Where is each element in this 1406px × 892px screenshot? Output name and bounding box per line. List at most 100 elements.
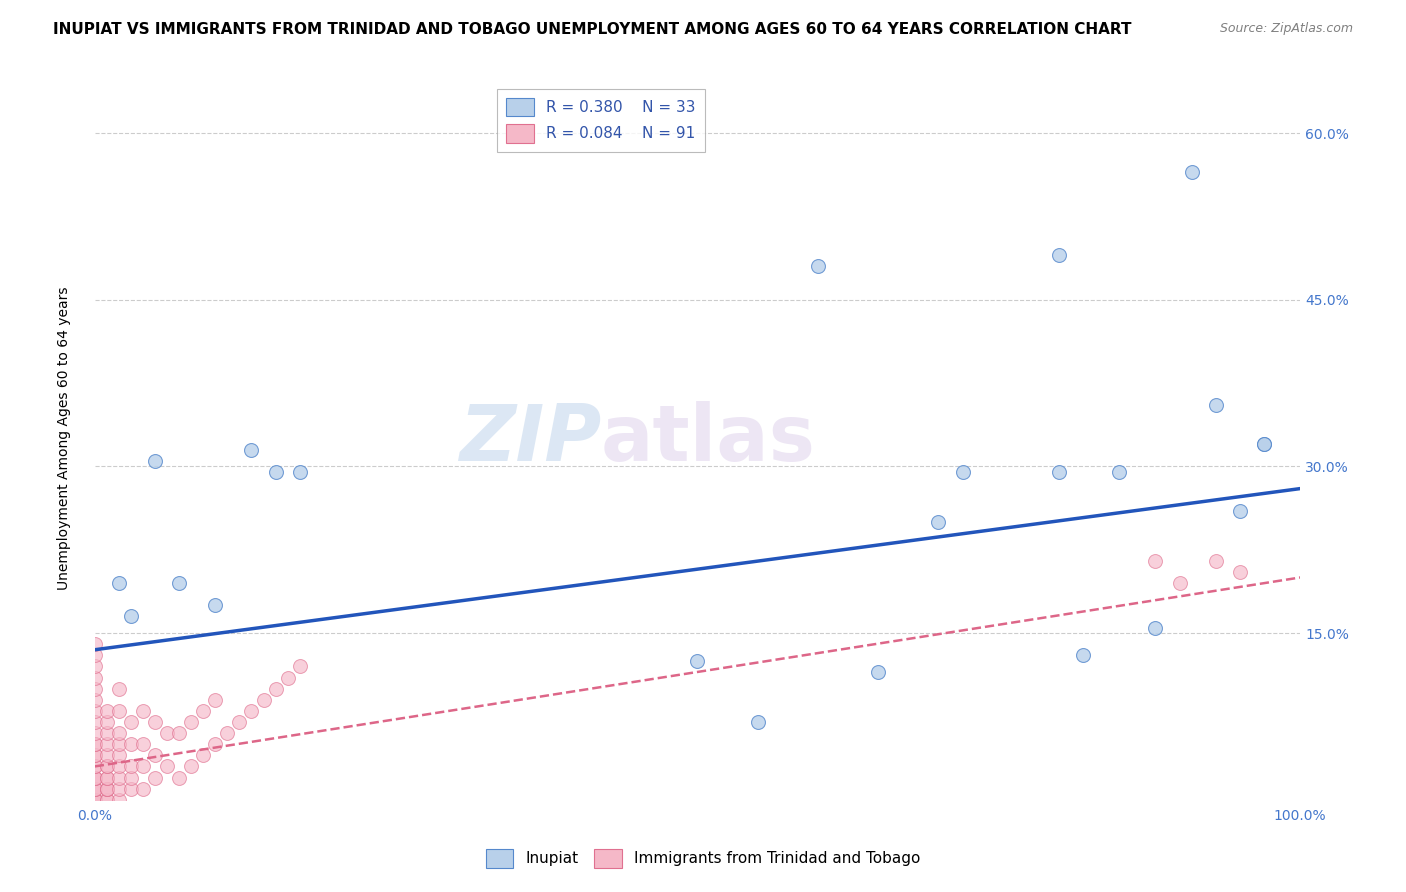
Point bbox=[132, 781, 155, 796]
Point bbox=[120, 781, 142, 796]
Point bbox=[108, 781, 131, 796]
Point bbox=[83, 793, 105, 807]
Point bbox=[120, 609, 142, 624]
Point bbox=[120, 759, 142, 773]
Point bbox=[167, 771, 190, 785]
Point bbox=[96, 714, 118, 729]
Point bbox=[83, 704, 105, 718]
Point bbox=[108, 793, 131, 807]
Point bbox=[288, 659, 311, 673]
Point bbox=[204, 737, 226, 751]
Point bbox=[83, 714, 105, 729]
Point bbox=[1205, 554, 1227, 568]
Point bbox=[1229, 504, 1251, 518]
Point bbox=[143, 714, 166, 729]
Point bbox=[83, 737, 105, 751]
Y-axis label: Unemployment Among Ages 60 to 64 years: Unemployment Among Ages 60 to 64 years bbox=[58, 287, 72, 591]
Point bbox=[1253, 437, 1275, 451]
Point bbox=[83, 771, 105, 785]
Point bbox=[156, 759, 179, 773]
Point bbox=[240, 442, 263, 457]
Point bbox=[96, 781, 118, 796]
Point bbox=[288, 465, 311, 479]
Point bbox=[83, 681, 105, 696]
Point bbox=[120, 737, 142, 751]
Point bbox=[1144, 620, 1167, 634]
Point bbox=[952, 465, 974, 479]
Point bbox=[143, 771, 166, 785]
Point bbox=[83, 637, 105, 651]
Point bbox=[180, 714, 202, 729]
Point bbox=[83, 793, 105, 807]
Point bbox=[108, 748, 131, 763]
Point bbox=[1108, 465, 1130, 479]
Point bbox=[96, 759, 118, 773]
Point bbox=[132, 759, 155, 773]
Point bbox=[83, 793, 105, 807]
Point bbox=[83, 648, 105, 663]
Point bbox=[193, 748, 215, 763]
Point bbox=[1181, 165, 1204, 179]
Point bbox=[108, 726, 131, 740]
Point bbox=[204, 692, 226, 706]
Point bbox=[83, 793, 105, 807]
Point bbox=[132, 704, 155, 718]
Text: ZIP: ZIP bbox=[458, 401, 600, 476]
Point bbox=[83, 771, 105, 785]
Point bbox=[96, 726, 118, 740]
Point bbox=[927, 515, 949, 529]
Point bbox=[96, 781, 118, 796]
Point bbox=[83, 793, 105, 807]
Point bbox=[264, 465, 287, 479]
Point bbox=[167, 726, 190, 740]
Text: atlas: atlas bbox=[600, 401, 815, 476]
Point bbox=[96, 748, 118, 763]
Point bbox=[83, 793, 105, 807]
Point bbox=[83, 793, 105, 807]
Point bbox=[167, 576, 190, 591]
Point bbox=[686, 654, 709, 668]
Point bbox=[83, 781, 105, 796]
Point bbox=[277, 671, 299, 685]
Point bbox=[108, 681, 131, 696]
Point bbox=[96, 781, 118, 796]
Point bbox=[83, 771, 105, 785]
Point bbox=[83, 671, 105, 685]
Point bbox=[83, 748, 105, 763]
Point bbox=[193, 704, 215, 718]
Point bbox=[83, 692, 105, 706]
Point bbox=[1071, 648, 1094, 663]
Point bbox=[96, 737, 118, 751]
Point bbox=[120, 714, 142, 729]
Point bbox=[108, 771, 131, 785]
Text: INUPIAT VS IMMIGRANTS FROM TRINIDAD AND TOBAGO UNEMPLOYMENT AMONG AGES 60 TO 64 : INUPIAT VS IMMIGRANTS FROM TRINIDAD AND … bbox=[53, 22, 1132, 37]
Point bbox=[83, 659, 105, 673]
Point bbox=[143, 454, 166, 468]
Point bbox=[1047, 248, 1070, 262]
Point bbox=[1229, 565, 1251, 579]
Point bbox=[83, 793, 105, 807]
Point bbox=[252, 692, 274, 706]
Point bbox=[83, 737, 105, 751]
Point bbox=[180, 759, 202, 773]
Point bbox=[240, 704, 263, 718]
Point bbox=[83, 781, 105, 796]
Point bbox=[96, 771, 118, 785]
Point bbox=[1168, 576, 1191, 591]
Point bbox=[264, 681, 287, 696]
Point bbox=[204, 599, 226, 613]
Point bbox=[217, 726, 239, 740]
Point bbox=[120, 771, 142, 785]
Point bbox=[96, 704, 118, 718]
Point bbox=[747, 714, 769, 729]
Point bbox=[96, 793, 118, 807]
Point bbox=[83, 759, 105, 773]
Point bbox=[83, 726, 105, 740]
Point bbox=[108, 704, 131, 718]
Point bbox=[83, 748, 105, 763]
Point bbox=[96, 793, 118, 807]
Point bbox=[143, 748, 166, 763]
Point bbox=[1205, 398, 1227, 412]
Point bbox=[1047, 465, 1070, 479]
Point bbox=[108, 759, 131, 773]
